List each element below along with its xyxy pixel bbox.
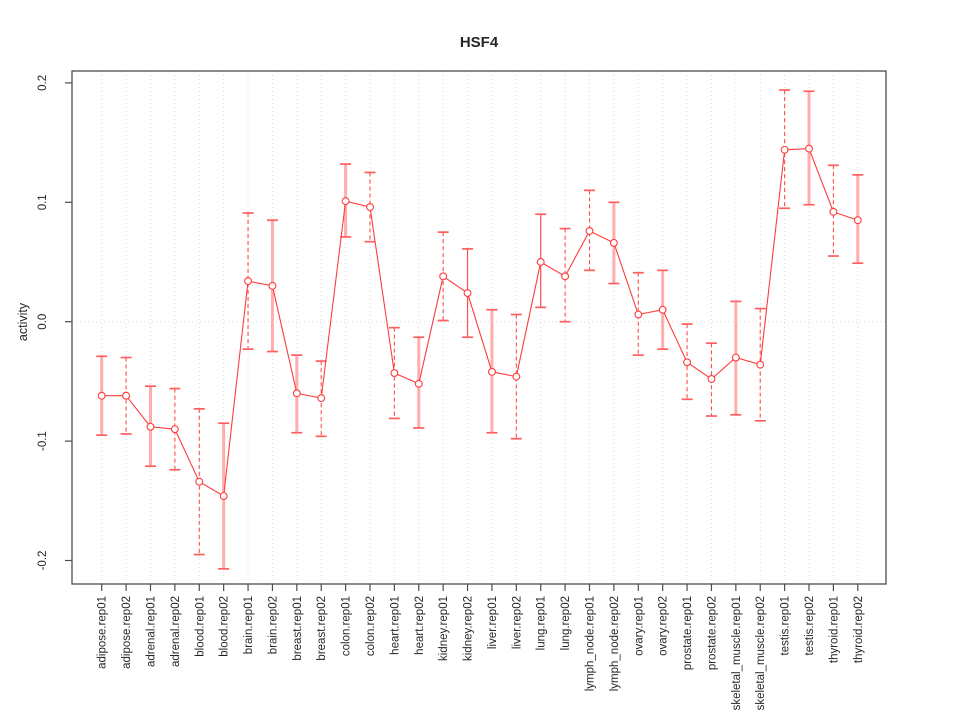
- y-axis-label: activity: [16, 302, 30, 341]
- data-point: [853, 216, 862, 225]
- data-point: [439, 272, 448, 281]
- data-point: [414, 379, 423, 388]
- y-tick-label: 0.1: [37, 194, 49, 210]
- data-point: [195, 477, 204, 486]
- data-point: [341, 197, 350, 206]
- x-tick-label: blood.rep02: [219, 596, 231, 657]
- data-point: [731, 353, 740, 362]
- y-tick-label: 0.2: [37, 75, 49, 91]
- x-tick-label: breast.rep02: [316, 596, 328, 661]
- data-point: [97, 391, 106, 400]
- y-tick-label: -0.1: [37, 431, 49, 451]
- data-point: [756, 360, 765, 369]
- x-tick-label: ovary.rep01: [633, 596, 645, 656]
- x-tick-label: thyroid.rep02: [853, 596, 865, 663]
- data-point: [536, 258, 545, 266]
- x-tick-label: thyroid.rep01: [828, 596, 840, 663]
- data-point: [780, 145, 789, 154]
- x-tick-label: heart.rep02: [414, 596, 426, 655]
- data-point: [683, 358, 692, 367]
- data-point: [390, 369, 399, 377]
- data-point: [219, 492, 228, 500]
- series-line: [101, 148, 858, 497]
- x-tick-label: lymph_node.rep01: [585, 596, 597, 691]
- chart-title: HSF4: [460, 34, 499, 51]
- x-tick-label: prostate.rep02: [706, 596, 718, 670]
- data-point: [244, 277, 252, 286]
- x-tick-label: heart.rep01: [389, 596, 401, 655]
- data-point: [487, 367, 496, 376]
- x-tick-label: skeletal_muscle.rep02: [755, 596, 767, 710]
- x-tick-label: adipose.rep02: [121, 596, 133, 669]
- plot-frame: [71, 70, 887, 585]
- x-tick-label: testis.rep01: [780, 596, 792, 655]
- y-tick-label: -0.2: [37, 551, 49, 571]
- data-point: [829, 207, 838, 216]
- data-point: [122, 391, 131, 400]
- x-tick-label: adipose.rep01: [97, 596, 109, 669]
- x-tick-label: brain.rep01: [243, 596, 255, 654]
- x-tick-label: skeletal_muscle.rep01: [731, 596, 743, 710]
- data-point: [512, 372, 521, 381]
- x-tick-label: breast.rep01: [292, 596, 304, 661]
- data-point: [170, 425, 179, 434]
- y-tick-label: 0.0: [37, 314, 49, 330]
- data-point: [805, 144, 813, 153]
- data-point: [366, 203, 374, 212]
- x-tick-label: kidney.rep02: [463, 596, 475, 661]
- x-tick-label: blood.rep01: [194, 596, 206, 657]
- data-point: [609, 238, 618, 247]
- x-tick-label: lymph_node.rep02: [609, 596, 621, 691]
- x-tick-label: brain.rep02: [267, 596, 279, 654]
- x-tick-label: adrenal.rep01: [145, 596, 157, 667]
- x-tick-label: testis.rep02: [804, 596, 816, 655]
- data-point: [658, 305, 667, 314]
- data-point: [561, 272, 570, 281]
- x-tick-label: liver.rep01: [487, 596, 499, 649]
- plot-area: adipose.rep01 adipose.rep02 adrenal.rep01 a…: [37, 71, 886, 710]
- x-tick-label: colon.rep01: [341, 596, 353, 656]
- x-tick-label: adrenal.rep02: [170, 596, 182, 667]
- x-tick-label: colon.rep02: [365, 596, 377, 656]
- x-tick-label: lung.rep01: [536, 596, 548, 650]
- x-tick-label: lung.rep02: [560, 596, 572, 650]
- data-point: [585, 227, 594, 235]
- x-tick-label: liver.rep02: [511, 596, 523, 649]
- x-tick-label: prostate.rep01: [682, 596, 694, 670]
- data-point: [146, 422, 155, 431]
- data-point: [634, 310, 643, 319]
- data-point: [317, 394, 326, 403]
- data-point: [268, 281, 277, 290]
- data-point: [707, 375, 716, 383]
- data-point: [292, 389, 301, 398]
- x-tick-label: ovary.rep02: [658, 596, 670, 656]
- data-point: [463, 289, 472, 297]
- x-tick-label: kidney.rep01: [438, 596, 450, 661]
